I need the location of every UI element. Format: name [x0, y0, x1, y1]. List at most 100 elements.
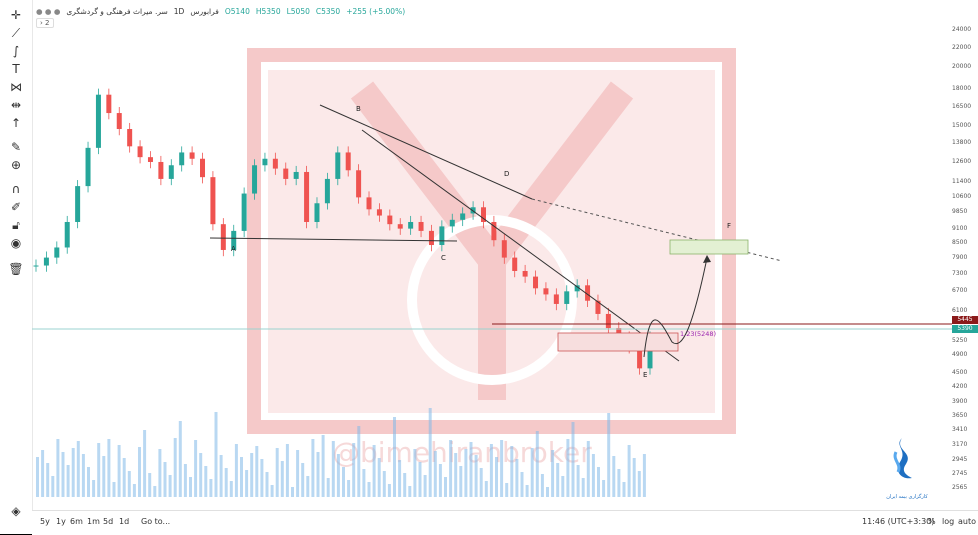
range-5y[interactable]: 5y	[40, 517, 50, 526]
trendline-channel-lower[interactable]	[361, 129, 680, 362]
brush-icon[interactable]: ∫	[12, 44, 20, 58]
candle-body	[605, 313, 611, 329]
volume-bar	[153, 486, 157, 497]
candle-body	[304, 171, 310, 222]
volume-bar	[382, 471, 386, 497]
trash-icon[interactable]: 🗑︎	[8, 262, 24, 276]
support-line-ac[interactable]	[209, 237, 458, 242]
price-tick: 4200	[952, 382, 968, 390]
text-icon[interactable]: T	[12, 62, 20, 76]
volume-bar	[342, 467, 345, 497]
exchange: فرابورس	[190, 6, 219, 16]
trendline-bd[interactable]	[319, 104, 533, 200]
eye-icon[interactable]: ◉	[10, 236, 22, 250]
candle-body	[491, 221, 497, 241]
candle-body	[439, 226, 445, 246]
range-1m[interactable]: 1m	[87, 517, 100, 526]
change-value: +255 (+5.00%)	[346, 6, 406, 16]
volume-bar	[306, 476, 310, 497]
volume-bar	[408, 486, 412, 497]
buy-zone-box[interactable]	[557, 332, 679, 352]
volume-bar	[433, 451, 437, 497]
lock-icon[interactable]: 🔓︎	[12, 217, 20, 232]
measure-icon[interactable]: ⇹	[10, 98, 22, 112]
lock-draw-icon[interactable]: ✐	[10, 200, 22, 214]
arrow-up-icon[interactable]: ↑	[10, 116, 22, 130]
volume-bar	[189, 477, 192, 497]
auto-toggle[interactable]: auto	[958, 517, 977, 526]
candle-body	[397, 224, 403, 229]
volume-bar	[148, 473, 152, 497]
volume-bar	[602, 480, 606, 497]
candle-body	[189, 152, 195, 159]
volume-bar	[617, 469, 621, 497]
projected-path[interactable]	[643, 257, 708, 358]
range-1d[interactable]: 1d	[119, 517, 130, 526]
volume-bar	[260, 459, 264, 497]
volume-bar	[209, 479, 213, 497]
collapse-indicators-button[interactable]: › 2	[36, 18, 54, 28]
volume-bar	[102, 456, 106, 497]
price-axis[interactable]: 24000 22000 20000 18000 16500 15000 13800 12600…	[952, 0, 978, 510]
volume-bar	[607, 413, 611, 497]
range-6m[interactable]: 6m	[70, 517, 83, 526]
volume-bar	[449, 440, 453, 497]
trendline-icon[interactable]: ⟋	[11, 25, 21, 40]
candle-body	[272, 158, 278, 169]
target-zone-box[interactable]	[669, 239, 749, 255]
volume-bar	[413, 449, 417, 497]
price-tick: 6100	[952, 306, 968, 314]
layers-icon[interactable]: ◈	[11, 504, 21, 518]
volume-bar	[387, 484, 391, 497]
volume-bar	[535, 431, 539, 497]
trendline-extension[interactable]	[531, 198, 783, 262]
candle-body	[210, 177, 216, 225]
candle-body	[106, 94, 112, 114]
candle-body	[574, 285, 580, 292]
price-tick: 5250	[952, 337, 968, 345]
candle-body	[428, 230, 434, 246]
goto-button[interactable]: Go to...	[141, 517, 171, 526]
crosshair-icon[interactable]: ✛	[10, 8, 22, 22]
volume-bar	[178, 421, 182, 497]
volume-bar	[265, 472, 269, 497]
wave-label-c: C	[441, 254, 446, 262]
volume-bar	[591, 454, 595, 497]
pattern-icon[interactable]: ⋈	[10, 80, 22, 94]
close-value: C5350	[315, 6, 341, 16]
percent-toggle[interactable]: %	[928, 517, 936, 526]
volume-bar	[204, 466, 208, 497]
clock-timezone[interactable]: 11:46 (UTC+3:30)	[862, 517, 935, 526]
volume-bar	[46, 463, 50, 497]
volume-bar	[571, 422, 575, 497]
symbol-name[interactable]: سر. میراث فرهنگی و گردشگری	[66, 6, 168, 16]
magnet-icon[interactable]: ∩	[11, 182, 21, 196]
range-5d[interactable]: 5d	[103, 517, 114, 526]
low-value: L5050	[286, 6, 310, 16]
candle-body	[585, 285, 591, 301]
volume-bar	[515, 459, 519, 497]
range-1y[interactable]: 1y	[56, 517, 66, 526]
ruler-icon[interactable]: ✎	[10, 140, 22, 154]
candle-body	[366, 197, 372, 210]
price-tick: 3410	[952, 425, 968, 433]
zoom-icon[interactable]: ⊕	[10, 158, 22, 172]
volume-bar	[367, 482, 371, 497]
price-tick: 10600	[952, 193, 972, 201]
interval[interactable]: 1D	[173, 6, 185, 16]
volume-bar	[87, 467, 90, 497]
open-value: O5140	[224, 6, 250, 16]
price-tick: 2565	[952, 484, 968, 491]
volume-bar	[444, 477, 447, 497]
volume-bar	[158, 449, 162, 497]
candle-body	[564, 291, 570, 304]
volume-bar	[530, 448, 534, 497]
volume-bar	[586, 441, 590, 497]
log-toggle[interactable]: log	[942, 517, 955, 526]
volume-bar	[280, 461, 284, 497]
candle-body	[533, 276, 539, 289]
price-tick: 4500	[952, 368, 968, 376]
